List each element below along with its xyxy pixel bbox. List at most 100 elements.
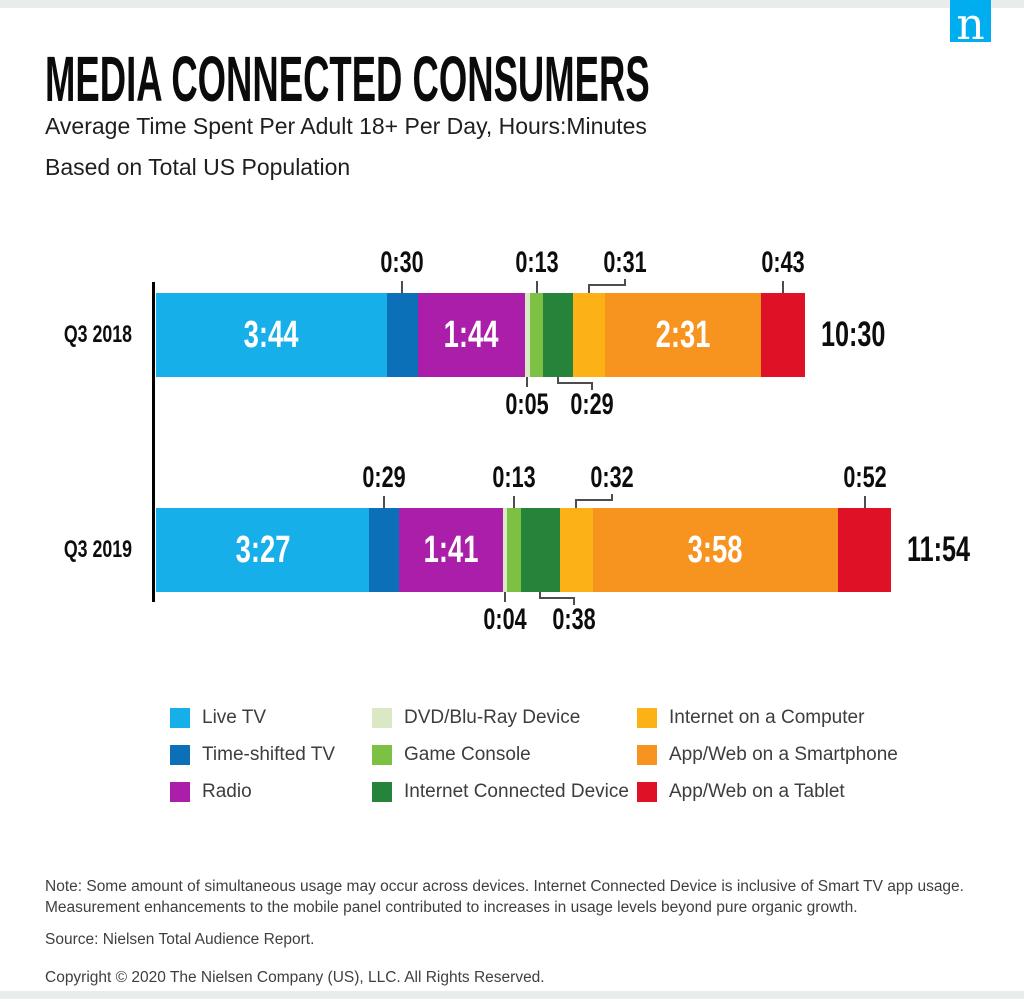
bar-segment-internet-connected-device (520, 508, 560, 592)
source-line: Source: Nielsen Total Audience Report. (45, 931, 315, 948)
callout-leader-line (781, 281, 784, 293)
legend-item: Game Console (372, 744, 637, 765)
segment-value-callout: 0:13 (492, 461, 536, 494)
segment-value-label: 3:44 (243, 313, 299, 356)
legend-label: Live TV (202, 707, 267, 728)
callout-leader-line (526, 377, 529, 387)
footnote: Note: Some amount of simultaneous usage … (45, 878, 964, 916)
bar-segment-live-tv: 3:44 (156, 293, 387, 377)
bar-segment-app-web-on-a-tablet (837, 508, 892, 592)
segment-value-callout: 0:29 (570, 388, 614, 421)
callout-leader-line (624, 279, 627, 285)
nielsen-logo-letter: n (956, 0, 985, 50)
top-border-strip (0, 0, 1024, 8)
callout-leader-line (575, 499, 578, 508)
segment-value-callout: 0:31 (603, 246, 647, 279)
legend-column: DVD/Blu-Ray Device Game Console Internet C… (372, 707, 637, 819)
callout-leader-line (863, 496, 866, 508)
bar-total-label: 11:54 (907, 530, 971, 569)
legend-item: Live TV (170, 707, 372, 728)
legend-label: DVD/Blu-Ray Device (404, 707, 581, 728)
legend-label: App/Web on a Tablet (669, 781, 845, 802)
legend-swatch (637, 708, 657, 728)
segment-value-callout: 0:13 (514, 246, 559, 279)
chart-subtitle-line2: Based on Total US Population (45, 154, 351, 180)
legend-item: Time-shifted TV (170, 744, 372, 765)
callout-leader-line (591, 382, 594, 390)
callout-leader-line (557, 377, 560, 384)
legend-label: Time-shifted TV (202, 744, 336, 765)
callout-leader-line (557, 382, 594, 384)
legend-label: App/Web on a Smartphone (669, 744, 898, 765)
callout-leader-line (535, 281, 538, 293)
segment-value-callout: 0:05 (505, 388, 549, 421)
bar-segment-internet-on-a-computer (559, 508, 593, 592)
chart-legend: Live TV Time-shifted TV Radio DVD/Blu-Ray D… (170, 707, 898, 819)
legend-swatch (372, 745, 392, 765)
bottom-border-strip (0, 991, 1024, 999)
segment-value-callout: 0:30 (380, 246, 424, 279)
legend-item: Internet on a Computer (637, 707, 898, 728)
callout-leader-line (539, 597, 576, 599)
legend-label: Game Console (404, 744, 531, 765)
legend-swatch (372, 782, 392, 802)
bar-segment-app-web-on-a-smartphone: 3:58 (592, 508, 838, 592)
legend-swatch (637, 782, 657, 802)
legend-label: Internet on a Computer (669, 707, 865, 728)
callout-leader-line (611, 494, 614, 500)
segment-value-callout: 0:38 (552, 603, 596, 636)
callout-leader-line (588, 284, 591, 293)
legend-column: Live TV Time-shifted TV Radio (170, 707, 372, 819)
segment-value-callout: 0:43 (761, 246, 805, 279)
bar-segment-app-web-on-a-smartphone: 2:31 (605, 293, 761, 377)
bar-segment-radio: 1:41 (399, 508, 504, 592)
bar-segment-radio: 1:44 (417, 293, 525, 377)
bar-segment-internet-on-a-computer (573, 293, 606, 377)
bar-category-label: Q3 2019 (63, 536, 132, 563)
segment-value-label: 1:41 (423, 528, 479, 571)
page-title: MEDIA CONNECTED CONSUMERS (45, 43, 650, 115)
y-axis-line (152, 282, 155, 602)
legend-label: Internet Connected Device (404, 781, 629, 802)
legend-swatch (372, 708, 392, 728)
legend-swatch (170, 782, 190, 802)
callout-leader-line (401, 281, 404, 293)
legend-item: App/Web on a Tablet (637, 781, 898, 802)
callout-leader-line (539, 592, 542, 599)
bar-segment-live-tv: 3:27 (156, 508, 370, 592)
legend-swatch (170, 708, 190, 728)
legend-swatch (637, 745, 657, 765)
bar-segment-game-console (529, 293, 544, 377)
bar-segment-internet-connected-device (543, 293, 574, 377)
callout-leader-line (512, 496, 515, 508)
legend-item: Radio (170, 781, 372, 802)
legend-column: Internet on a Computer App/Web on a Smart… (637, 707, 898, 819)
copyright-line: Copyright © 2020 The Nielsen Company (US… (45, 969, 545, 986)
bar-segment-time-shifted-tv (369, 508, 400, 592)
bar-segment-game-console (507, 508, 521, 592)
callout-leader-line (504, 592, 507, 602)
segment-value-callout: 0:32 (590, 461, 634, 494)
legend-swatch (170, 745, 190, 765)
bar-segment-dvd-blu-ray-device (524, 293, 530, 377)
callout-leader-line (573, 597, 576, 605)
legend-item: DVD/Blu-Ray Device (372, 707, 637, 728)
segment-value-label: 3:58 (687, 528, 743, 571)
callout-leader-line (588, 284, 627, 286)
nielsen-logo: n (950, 0, 991, 50)
legend-item: App/Web on a Smartphone (637, 744, 898, 765)
bar-segment-dvd-blu-ray-device (503, 508, 508, 592)
segment-value-callout: 0:04 (483, 603, 527, 636)
bar-category-label: Q3 2018 (63, 321, 132, 348)
legend-item: Internet Connected Device (372, 781, 637, 802)
segment-value-label: 3:27 (235, 528, 290, 571)
segment-value-callout: 0:52 (843, 461, 887, 494)
callout-leader-line (575, 499, 614, 501)
segment-value-label: 1:44 (443, 313, 499, 356)
bar-segment-time-shifted-tv (386, 293, 418, 377)
callout-leader-line (383, 496, 386, 508)
legend-label: Radio (202, 781, 252, 802)
bar-segment-app-web-on-a-tablet (760, 293, 805, 377)
segment-value-callout: 0:29 (362, 461, 406, 494)
